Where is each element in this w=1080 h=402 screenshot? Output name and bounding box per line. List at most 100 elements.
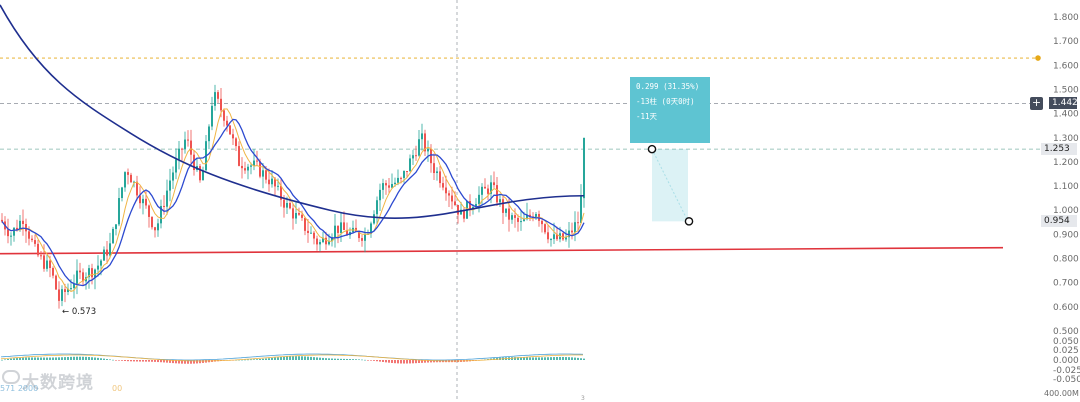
candle-body xyxy=(67,288,69,292)
candle-body xyxy=(265,170,267,180)
candle-body xyxy=(166,190,168,207)
macd-bar xyxy=(322,357,324,360)
candle-body xyxy=(103,249,105,261)
macd-bar xyxy=(28,357,30,360)
macd-bar xyxy=(523,357,525,360)
macd-bar xyxy=(298,356,300,360)
candlestick-series xyxy=(1,84,585,309)
macd-bar xyxy=(73,356,75,360)
candle-body xyxy=(244,168,246,171)
candle-body xyxy=(43,255,45,269)
macd-bar xyxy=(19,357,21,360)
macd-bar xyxy=(517,357,519,360)
macd-bar xyxy=(337,358,339,360)
macd-bar xyxy=(373,360,375,361)
macd-bar xyxy=(580,358,582,360)
candle-body xyxy=(382,183,384,190)
candle-body xyxy=(340,222,342,233)
measure-diagonal xyxy=(651,148,689,222)
candle-body xyxy=(385,183,387,186)
macd-bar xyxy=(4,359,6,361)
macd-bar xyxy=(22,357,24,360)
candle-body xyxy=(484,186,486,189)
candle-body xyxy=(292,208,294,219)
candle-body xyxy=(157,223,159,231)
support-line xyxy=(0,246,1004,255)
macd-bar xyxy=(307,356,309,360)
macd-bar xyxy=(124,360,126,362)
macd-bar xyxy=(10,358,12,360)
macd-bar xyxy=(514,357,516,360)
candle-body xyxy=(319,242,321,245)
candle-body xyxy=(31,238,33,241)
candle-body xyxy=(430,148,432,164)
macd-bar xyxy=(406,360,408,364)
macd-bar xyxy=(412,360,414,364)
candle-body xyxy=(46,260,48,269)
measure-bars: -13柱 (0天0时) xyxy=(636,97,695,106)
macd-bar xyxy=(175,360,177,364)
candle-body xyxy=(154,227,156,231)
macd-bar xyxy=(190,360,192,364)
candle-body xyxy=(7,229,9,237)
candle-body xyxy=(52,267,54,276)
macd-bar xyxy=(364,359,366,361)
macd-bar xyxy=(430,360,432,363)
measure-tool-box[interactable]: 0.299 (31.35%) -13柱 (0天0时) -11天 xyxy=(630,77,710,143)
candle-body xyxy=(235,138,237,147)
candle-body xyxy=(61,289,63,301)
candle-body xyxy=(280,185,282,200)
candle-body xyxy=(337,225,339,233)
candle-body xyxy=(517,217,519,222)
macd-bar xyxy=(109,359,111,361)
candle-body xyxy=(487,188,489,194)
candle-body xyxy=(184,139,186,149)
candle-body xyxy=(247,166,249,171)
candle-body xyxy=(490,182,492,194)
y-tick-label: 1.000 xyxy=(1053,206,1079,216)
candle-body xyxy=(121,187,123,199)
candle-body xyxy=(181,148,183,150)
candle-body xyxy=(256,160,258,162)
macd-bar xyxy=(70,356,72,360)
candle-body xyxy=(502,199,504,213)
add-alert-button[interactable]: + xyxy=(1030,97,1043,110)
candle-body xyxy=(208,126,210,142)
candle-body xyxy=(508,208,510,220)
candle-body xyxy=(547,232,549,240)
watermark: 大数跨境 xyxy=(22,373,94,393)
macd-bar xyxy=(172,360,174,364)
macd-bar xyxy=(562,356,564,360)
macd-bar xyxy=(52,357,54,360)
candle-body xyxy=(40,255,42,257)
macd-bar xyxy=(331,358,333,360)
candle-body xyxy=(535,213,537,219)
candle-body xyxy=(481,186,483,195)
candle-body xyxy=(13,227,15,236)
candle-body xyxy=(73,283,75,289)
candle-body xyxy=(565,237,567,240)
macd-bar xyxy=(199,360,201,364)
macd-bar xyxy=(118,360,120,361)
macd-bar xyxy=(181,360,183,364)
macd-tick-label: 0.025 xyxy=(1053,346,1079,356)
candle-body xyxy=(307,230,309,233)
candle-body xyxy=(403,170,405,178)
macd-bar xyxy=(424,360,426,363)
candle-body xyxy=(451,195,453,202)
candle-body xyxy=(409,158,411,172)
candle-body xyxy=(232,134,234,139)
macd-bar xyxy=(292,356,294,360)
macd-bar xyxy=(115,360,117,361)
macd-bar xyxy=(415,360,417,364)
macd-bar xyxy=(58,357,60,360)
candle-body xyxy=(379,189,381,201)
candle-body xyxy=(253,160,255,166)
y-tick-label: 1.400 xyxy=(1053,110,1079,120)
candle-body xyxy=(499,199,501,203)
candle-body xyxy=(454,201,456,205)
low-price-marker: ← 0.573 xyxy=(62,307,97,317)
measure-days: -11天 xyxy=(636,112,658,121)
macd-bar xyxy=(382,360,384,362)
